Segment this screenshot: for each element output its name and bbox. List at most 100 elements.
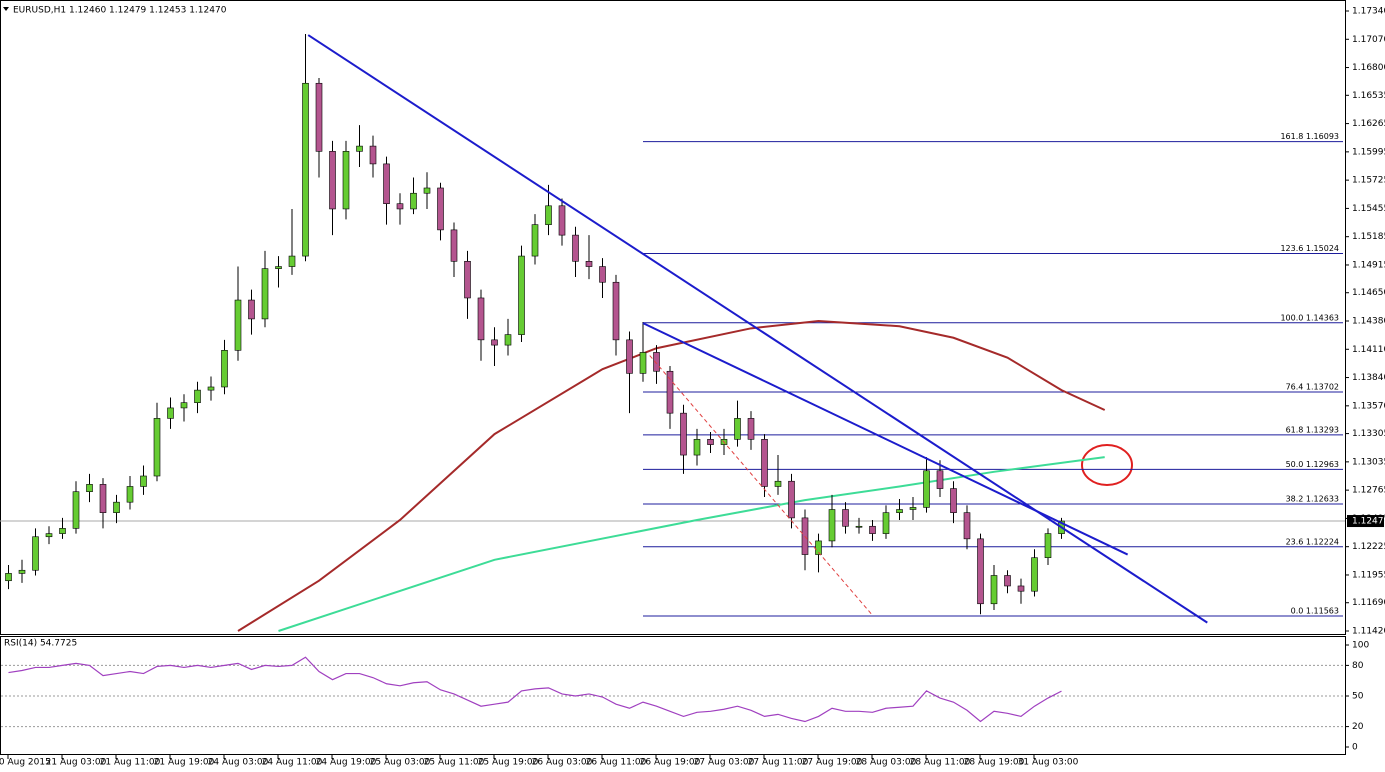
y-tick-label: 1.16535	[1352, 91, 1385, 101]
candle-body	[464, 261, 471, 299]
candle-body	[315, 82, 323, 152]
fibo-label: 100.0 1.14363	[1280, 313, 1339, 322]
y-tick-label: 1.15995	[1352, 147, 1385, 157]
candle-body	[599, 266, 606, 283]
candle-body	[585, 261, 593, 267]
y-tick-label: 1.13035	[1352, 457, 1385, 467]
candle-body	[693, 439, 701, 456]
rsi-tick-label: 100	[1352, 641, 1369, 651]
x-tick-label: 24 Aug 03:00	[208, 758, 269, 768]
x-tick-label: 28 Aug 03:00	[856, 758, 917, 768]
candle-body	[923, 470, 930, 508]
candle-body	[734, 418, 741, 440]
x-tick-label: 26 Aug 19:00	[640, 758, 701, 768]
y-tick-label: 1.15725	[1352, 176, 1385, 186]
moving-average	[278, 456, 1105, 632]
moving-average	[237, 319, 1106, 632]
y-tick-label: 1.16800	[1352, 63, 1385, 73]
candle-body	[180, 402, 188, 409]
last-price-tag	[1347, 515, 1384, 528]
candle-body	[707, 439, 714, 445]
candle-body	[234, 299, 242, 351]
rsi-tick-label: 50	[1352, 692, 1364, 702]
y-tick-label: 1.17070	[1352, 35, 1385, 45]
candle-body	[288, 255, 296, 267]
fibo-label: 38.2 1.12633	[1286, 494, 1339, 503]
candle-body	[936, 470, 944, 489]
trendline	[649, 355, 873, 616]
candle-body	[261, 268, 269, 320]
x-tick-label: 20 Aug 2015	[0, 758, 51, 768]
main-panel	[0, 0, 1346, 635]
candle-body	[275, 266, 282, 269]
x-tick-label: 31 Aug 03:00	[1018, 758, 1079, 768]
candle-body	[153, 418, 161, 477]
candle-body	[518, 255, 525, 335]
candle-body	[32, 536, 39, 571]
x-tick-label: 24 Aug 19:00	[316, 758, 377, 768]
candle-body	[396, 203, 404, 210]
y-tick-label: 1.14380	[1352, 317, 1385, 327]
x-tick-label: 26 Aug 03:00	[532, 758, 593, 768]
candle-body	[869, 525, 876, 534]
chart-title: EURUSD,H1 1.12460 1.12479 1.12453 1.1247…	[13, 6, 227, 16]
candle-body	[369, 145, 377, 165]
candle-body	[221, 350, 228, 388]
rsi-label: RSI(14) 54.7725	[4, 639, 77, 649]
candle-body	[531, 224, 539, 257]
candle-body	[1017, 585, 1025, 592]
candle-body	[450, 229, 458, 262]
y-tick-label: 1.13840	[1352, 373, 1385, 383]
fibo-label: 23.6 1.12224	[1286, 537, 1339, 546]
y-tick-label: 1.15185	[1352, 232, 1385, 242]
candle-body	[950, 488, 957, 513]
candle-body	[86, 484, 93, 493]
candle-body	[761, 439, 768, 487]
candle-body	[963, 512, 971, 540]
candle-body	[558, 205, 566, 236]
candle-body	[855, 525, 863, 528]
candle-body	[977, 538, 984, 605]
candle-body	[882, 512, 890, 534]
candle-body	[18, 569, 26, 574]
candle-body	[248, 299, 255, 320]
candle-body	[477, 297, 485, 341]
x-tick-label: 27 Aug 19:00	[802, 758, 863, 768]
candle-body	[1004, 575, 1011, 587]
y-tick-label: 1.13570	[1352, 401, 1385, 411]
candle-body	[639, 352, 647, 374]
x-tick-label: 28 Aug 19:00	[964, 758, 1025, 768]
trendline	[642, 322, 1129, 556]
candle-body	[59, 528, 66, 534]
candle-body	[572, 234, 579, 262]
candle-body	[45, 533, 53, 538]
x-tick-label: 25 Aug 19:00	[478, 758, 539, 768]
candle-body	[828, 509, 836, 542]
candle-body	[1044, 533, 1052, 558]
candle-body	[666, 370, 674, 414]
y-tick-label: 1.11690	[1352, 598, 1385, 608]
x-tick-label: 27 Aug 03:00	[694, 758, 755, 768]
candle-body	[302, 82, 309, 257]
x-tick-label: 21 Aug 11:00	[100, 758, 161, 768]
candle-body	[99, 484, 107, 513]
candle-body	[626, 339, 633, 374]
fibo-label: 50.0 1.12963	[1286, 460, 1339, 469]
y-tick-label: 1.17340	[1352, 7, 1385, 17]
candle-body	[680, 412, 687, 456]
candle-body	[342, 151, 350, 210]
y-tick-label: 1.14915	[1352, 260, 1385, 270]
fibo-label: 76.4 1.13702	[1286, 383, 1339, 392]
candle-body	[140, 475, 147, 487]
candle-body	[653, 352, 660, 372]
candle-body	[815, 540, 822, 555]
trendline	[307, 34, 1208, 624]
candle-body	[842, 509, 849, 527]
x-tick-label: 27 Aug 11:00	[748, 758, 809, 768]
y-tick-label: 1.13305	[1352, 429, 1385, 439]
candle-body	[612, 281, 620, 341]
rsi-tick-label: 80	[1352, 661, 1364, 671]
fibo-label: 123.6 1.15024	[1280, 244, 1339, 253]
candle-body	[437, 187, 444, 231]
y-tick-label: 1.12765	[1352, 486, 1385, 496]
